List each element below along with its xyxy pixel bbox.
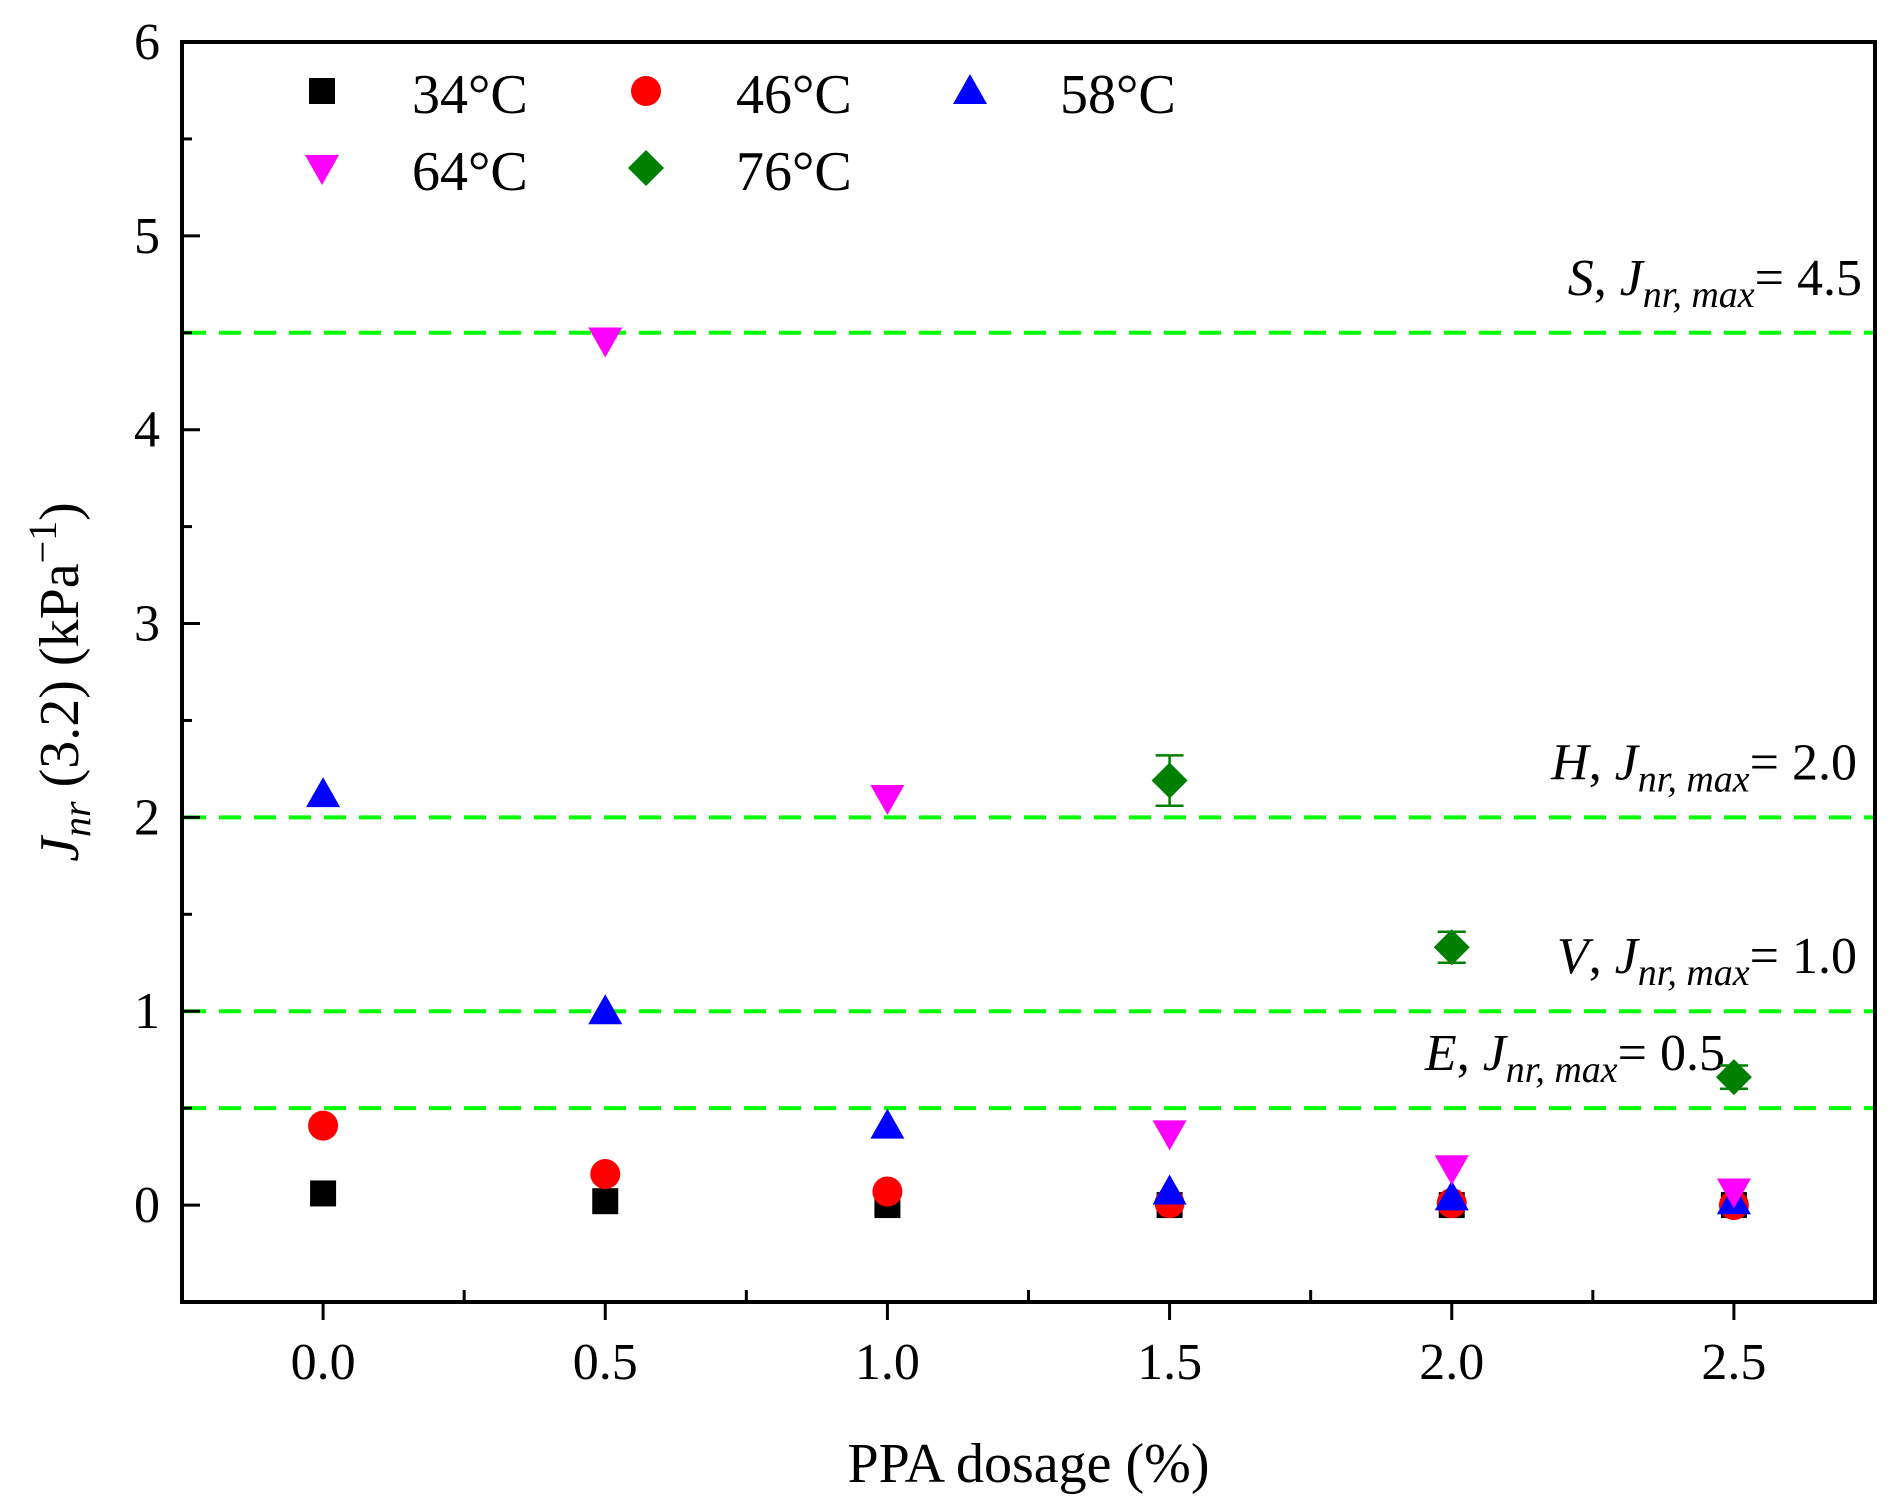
- data-markers: [306, 327, 1752, 1221]
- data-point: [1716, 1178, 1751, 1209]
- reference-prefix: J: [1615, 734, 1641, 791]
- y-tick-label: 4: [134, 402, 160, 459]
- data-point: [1434, 1155, 1469, 1186]
- reference-value: = 4.5: [1755, 250, 1862, 307]
- data-point: [306, 777, 341, 808]
- x-tick-label: 1.5: [1137, 1334, 1202, 1391]
- reference-grade: H: [1550, 734, 1591, 791]
- reference-label-h: H, Jnr, max= 2.0: [1550, 734, 1857, 800]
- reference-labels: S, Jnr, max= 4.5H, Jnr, max= 2.0V, Jnr, …: [1424, 250, 1862, 1091]
- reference-sub: nr, max: [1643, 274, 1755, 316]
- legend-item: 64°C: [305, 141, 528, 203]
- data-point: [1152, 1174, 1187, 1205]
- reference-comma: ,: [1589, 734, 1615, 791]
- legend-marker: [309, 78, 335, 104]
- reference-grade: S: [1568, 250, 1594, 307]
- x-tick-label: 0.0: [291, 1334, 356, 1391]
- data-point: [590, 1159, 621, 1190]
- data-point: [870, 785, 905, 815]
- legend-marker: [953, 74, 987, 104]
- y-tick-label: 1: [134, 983, 160, 1040]
- y-tick-label: 2: [134, 789, 160, 846]
- reference-sub: nr, max: [1638, 758, 1750, 800]
- reference-grade: E: [1424, 1025, 1457, 1082]
- x-tick-label: 1.0: [855, 1334, 920, 1391]
- data-point: [1433, 929, 1470, 966]
- reference-value: = 0.5: [1618, 1025, 1725, 1082]
- reference-prefix: J: [1620, 250, 1646, 307]
- reference-comma: ,: [1594, 250, 1620, 307]
- y-tick-label: 6: [134, 14, 160, 71]
- legend-item: 46°C: [631, 64, 852, 126]
- data-point: [1152, 1120, 1187, 1151]
- data-point: [1434, 1180, 1469, 1211]
- data-point: [1151, 762, 1188, 799]
- reference-sub: nr, max: [1638, 952, 1750, 994]
- reference-label-s: S, Jnr, max= 4.5: [1568, 250, 1862, 316]
- reference-label-e: E, Jnr, max= 0.5: [1424, 1025, 1725, 1091]
- legend-label: 76°C: [736, 141, 852, 203]
- y-axis-title: Jnr (3.2) (kPa−1): [20, 502, 99, 862]
- reference-lines: [184, 330, 1873, 1111]
- legend-marker: [305, 155, 339, 185]
- data-point: [588, 327, 623, 358]
- data-point: [870, 1108, 905, 1139]
- legend-item: 58°C: [953, 64, 1176, 126]
- series-diamond: [1151, 754, 1752, 1096]
- data-point: [308, 1110, 339, 1141]
- legend-label: 34°C: [412, 64, 528, 126]
- data-point: [1715, 1059, 1752, 1096]
- reference-prefix: J: [1483, 1025, 1509, 1082]
- reference-comma: ,: [1457, 1025, 1483, 1082]
- x-tick-label: 2.5: [1701, 1334, 1766, 1391]
- reference-value: = 1.0: [1750, 928, 1857, 985]
- reference-grade: V: [1557, 928, 1594, 985]
- reference-value: = 2.0: [1750, 734, 1857, 791]
- data-point: [588, 994, 623, 1025]
- plot-frame: [180, 40, 1877, 1304]
- legend-marker: [628, 150, 664, 186]
- data-point: [872, 1176, 903, 1207]
- y-tick-label: 3: [134, 596, 160, 653]
- reference-label-v: V, Jnr, max= 1.0: [1557, 928, 1857, 994]
- legend-marker: [631, 76, 661, 106]
- legend-label: 64°C: [412, 141, 528, 203]
- reference-comma: ,: [1589, 928, 1615, 985]
- x-tick-label: 0.5: [573, 1334, 638, 1391]
- legend-item: 76°C: [628, 141, 852, 203]
- y-tick-label: 0: [134, 1177, 160, 1234]
- data-point: [592, 1188, 619, 1215]
- legend-label: 58°C: [1060, 64, 1176, 126]
- y-axis-title-main: J: [29, 834, 91, 862]
- y-axis-title-rest: (3.2) (kPa: [29, 563, 91, 801]
- y-tick-label: 5: [134, 208, 160, 265]
- data-point: [310, 1180, 337, 1207]
- y-axis-title-sub: nr: [54, 801, 99, 837]
- series-triangle-down: [588, 327, 1751, 1209]
- legend-item: 34°C: [309, 64, 528, 126]
- y-axis-title-sup: −1: [20, 521, 65, 564]
- reference-prefix: J: [1615, 928, 1641, 985]
- axis-tick-labels: 0.0 0.5 1.0 1.5 2.0 2.5 0 1 2 3 4 5 6: [134, 14, 1766, 1391]
- reference-sub: nr, max: [1506, 1049, 1618, 1091]
- y-axis-title-close: ): [29, 502, 91, 521]
- x-tick-label: 2.0: [1419, 1334, 1484, 1391]
- legend: 34°C 46°C 58°C 64°C 76°C: [305, 64, 1176, 203]
- legend-label: 46°C: [736, 64, 852, 126]
- x-axis-title: PPA dosage (%): [848, 1433, 1210, 1495]
